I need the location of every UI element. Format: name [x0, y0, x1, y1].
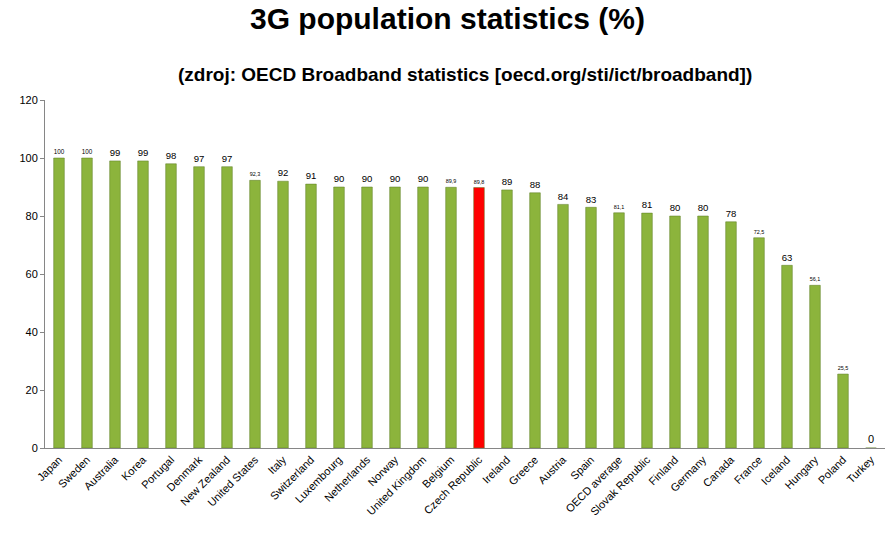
svg-text:80: 80	[26, 210, 38, 222]
svg-text:63: 63	[782, 252, 793, 263]
svg-text:90: 90	[390, 173, 401, 184]
svg-text:92: 92	[278, 167, 289, 178]
svg-text:89: 89	[502, 176, 513, 187]
svg-text:Netherlands: Netherlands	[322, 453, 373, 504]
svg-text:New Zealand: New Zealand	[178, 454, 232, 508]
svg-text:20: 20	[26, 384, 38, 396]
svg-text:0: 0	[32, 442, 38, 454]
svg-text:Poland: Poland	[816, 454, 849, 487]
svg-text:60: 60	[26, 268, 38, 280]
svg-text:100: 100	[54, 148, 65, 155]
svg-text:80: 80	[698, 202, 709, 213]
svg-text:Germany: Germany	[668, 453, 709, 494]
svg-text:90: 90	[418, 173, 429, 184]
svg-text:Finland: Finland	[646, 454, 680, 488]
svg-text:99: 99	[110, 147, 121, 158]
svg-text:40: 40	[26, 326, 38, 338]
svg-text:78: 78	[726, 208, 737, 219]
svg-text:97: 97	[194, 153, 205, 164]
svg-text:99: 99	[138, 147, 149, 158]
svg-text:90: 90	[362, 173, 373, 184]
svg-text:98: 98	[166, 150, 177, 161]
svg-text:Hungary: Hungary	[782, 453, 820, 491]
svg-text:100: 100	[19, 152, 37, 164]
svg-text:Italy: Italy	[266, 453, 289, 476]
svg-text:Greece: Greece	[506, 454, 540, 488]
svg-text:Turkey: Turkey	[844, 453, 876, 485]
svg-text:120: 120	[19, 94, 37, 106]
svg-text:OECD average: OECD average	[563, 454, 624, 515]
svg-text:Korea: Korea	[119, 453, 149, 483]
svg-text:0: 0	[868, 433, 874, 445]
svg-text:81,1: 81,1	[614, 204, 625, 210]
svg-text:United States: United States	[205, 453, 261, 509]
svg-text:25,5: 25,5	[838, 365, 849, 371]
svg-text:Ireland: Ireland	[480, 454, 512, 486]
svg-text:Australia: Australia	[82, 453, 121, 492]
svg-text:Iceland: Iceland	[759, 454, 793, 488]
svg-text:72,5: 72,5	[754, 229, 765, 235]
svg-text:80: 80	[670, 202, 681, 213]
svg-text:(zdroj: OECD Broadband statist: (zdroj: OECD Broadband statistics [oecd.…	[178, 64, 752, 85]
svg-text:3G population statistics (%): 3G population statistics (%)	[250, 2, 645, 35]
svg-text:Japan: Japan	[35, 454, 65, 484]
svg-text:89,8: 89,8	[474, 179, 485, 185]
svg-text:Spain: Spain	[568, 454, 596, 482]
svg-text:United Kingdom: United Kingdom	[364, 454, 428, 518]
svg-text:Portugal: Portugal	[139, 454, 176, 491]
svg-text:Slovak Republic: Slovak Republic	[588, 453, 653, 518]
svg-text:Austria: Austria	[536, 453, 569, 486]
svg-text:81: 81	[642, 199, 653, 210]
svg-text:89,9: 89,9	[446, 178, 457, 184]
svg-text:Switzerland: Switzerland	[268, 454, 317, 503]
svg-text:100: 100	[82, 148, 93, 155]
svg-text:92,3: 92,3	[250, 171, 261, 177]
svg-text:84: 84	[558, 191, 569, 202]
svg-text:Sweden: Sweden	[56, 454, 93, 491]
svg-text:97: 97	[222, 153, 233, 164]
svg-text:France: France	[732, 454, 765, 487]
svg-text:Norway: Norway	[365, 453, 400, 488]
svg-text:83: 83	[586, 194, 597, 205]
svg-text:90: 90	[334, 173, 345, 184]
svg-text:Canada: Canada	[701, 453, 737, 489]
svg-text:88: 88	[530, 179, 541, 190]
svg-text:Czech Republic: Czech Republic	[421, 453, 484, 516]
svg-text:Luxembourg: Luxembourg	[293, 454, 345, 506]
svg-text:91: 91	[306, 170, 317, 181]
svg-text:56,1: 56,1	[810, 276, 821, 282]
svg-text:Belgium: Belgium	[420, 454, 457, 491]
svg-text:Denmark: Denmark	[164, 453, 204, 493]
